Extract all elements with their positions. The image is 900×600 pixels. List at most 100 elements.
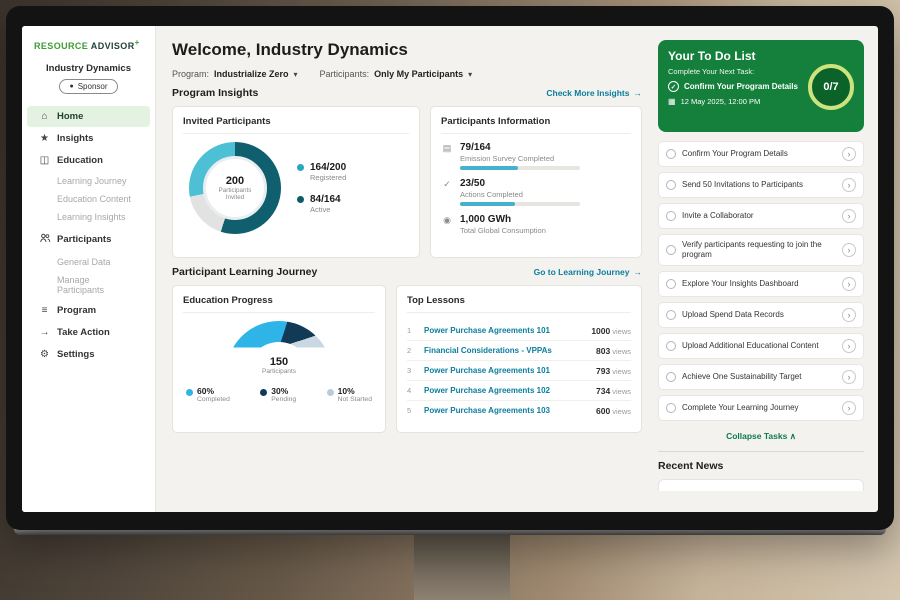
legend-item-completed: 60% Completed <box>186 386 230 403</box>
task-label: Complete Your Learning Journey <box>682 403 799 412</box>
task-item[interactable]: Confirm Your Program Details › <box>658 141 864 167</box>
task-checkbox[interactable] <box>666 279 676 289</box>
todo-due-date: ▦ 12 May 2025, 12:00 PM <box>668 97 854 106</box>
legend-value: 84/164 <box>310 194 341 205</box>
survey-icon: ▤ <box>442 143 452 153</box>
pending-dot-icon <box>260 388 268 396</box>
lesson-row: 1 Power Purchase Agreements 101 1000 view… <box>407 321 631 341</box>
task-item[interactable]: Upload Additional Educational Content › <box>658 333 864 359</box>
program-select[interactable]: Program: Industrialize Zero ▾ <box>172 69 298 79</box>
sidebar-item-general-data[interactable]: General Data <box>57 257 111 267</box>
gauge-center: 150 Participants <box>226 356 332 375</box>
sidebar-item-settings[interactable]: ⚙ Settings <box>27 344 150 365</box>
sidebar-item-participants[interactable]: Participants <box>27 227 150 252</box>
todo-next-task[interactable]: ✓ Confirm Your Program Details <box>668 81 808 92</box>
monitor-stand <box>414 528 510 600</box>
task-item[interactable]: Verify participants requesting to join t… <box>658 234 864 266</box>
task-item[interactable]: Send 50 Invitations to Participants › <box>658 172 864 198</box>
chevron-right-icon[interactable]: › <box>842 339 856 353</box>
sidebar-item-label: Program <box>57 305 97 316</box>
lesson-views: 803 views <box>596 345 631 356</box>
task-checkbox[interactable] <box>666 403 676 413</box>
progress-bar <box>460 166 580 170</box>
main-content: Welcome, Industry Dynamics Program: Indu… <box>156 26 654 512</box>
sidebar-item-home[interactable]: ⌂ Home <box>27 106 150 127</box>
task-item[interactable]: Invite a Collaborator › <box>658 203 864 229</box>
sidebar-item-education[interactable]: ◫ Education <box>27 150 150 171</box>
chevron-right-icon[interactable]: › <box>842 243 856 257</box>
org-name: Industry Dynamics <box>46 63 131 74</box>
lesson-rank: 3 <box>407 366 412 375</box>
sidebar-item-insights[interactable]: ★ Insights <box>27 128 150 149</box>
stat-actions-completed: ✓ 23/50 Actions Completed <box>441 178 631 206</box>
lesson-row: 3 Power Purchase Agreements 101 793 views <box>407 361 631 381</box>
sidebar-item-program[interactable]: ≡ Program <box>27 300 150 321</box>
lesson-link[interactable]: Power Purchase Agreements 102 <box>424 386 550 395</box>
stat-label: Total Global Consumption <box>460 226 546 235</box>
check-more-insights-link[interactable]: Check More Insights → <box>546 88 642 98</box>
task-label: Explore Your Insights Dashboard <box>682 279 799 288</box>
todo-panel: Your To Do List Complete Your Next Task:… <box>654 26 878 512</box>
sponsor-badge[interactable]: ● Sponsor <box>59 79 118 94</box>
monitor-bezel: RESOURCE ADVISOR+ Industry Dynamics ● Sp… <box>6 6 894 530</box>
task-checkbox[interactable] <box>666 310 676 320</box>
todo-title: Your To Do List <box>668 49 756 63</box>
task-checkbox[interactable] <box>666 149 676 159</box>
lesson-link[interactable]: Power Purchase Agreements 101 <box>424 366 550 375</box>
progress-bar-fill <box>460 202 516 206</box>
chevron-right-icon[interactable]: › <box>842 308 856 322</box>
chevron-right-icon[interactable]: › <box>842 147 856 161</box>
sidebar-item-label: Home <box>57 111 84 122</box>
task-item[interactable]: Upload Spend Data Records › <box>658 302 864 328</box>
task-item[interactable]: Explore Your Insights Dashboard › <box>658 271 864 297</box>
sidebar-item-manage-participants[interactable]: Manage Participants <box>57 275 105 295</box>
chevron-right-icon[interactable]: › <box>842 401 856 415</box>
lesson-link[interactable]: Power Purchase Agreements 103 <box>424 406 550 415</box>
gauge-center-label: Participants <box>262 368 296 375</box>
brand-primary: RESOURCE <box>34 41 89 51</box>
learning-cards-row: Education Progress 150 Participants <box>172 285 642 433</box>
chevron-right-icon[interactable]: › <box>842 178 856 192</box>
task-checkbox[interactable] <box>666 211 676 221</box>
stat-emission-survey: ▤ 79/164 Emission Survey Completed <box>441 142 631 170</box>
section-title-learning-journey: Participant Learning Journey <box>172 266 318 278</box>
stat-value: 1,000 GWh <box>460 214 512 225</box>
gauge-legend: 60% Completed 30% Pending 10% Not Starte… <box>183 386 375 403</box>
brand-plus: + <box>134 38 140 47</box>
task-checkbox[interactable] <box>666 245 676 255</box>
brand-secondary: ADVISOR <box>90 41 135 51</box>
participants-select[interactable]: Participants: Only My Participants ▾ <box>320 69 473 79</box>
task-item[interactable]: Complete Your Learning Journey › <box>658 395 864 421</box>
task-checkbox[interactable] <box>666 341 676 351</box>
sidebar-item-learning-journey[interactable]: Learning Journey <box>57 176 127 186</box>
task-label: Achieve One Sustainability Target <box>682 372 802 381</box>
sidebar-item-learning-insights[interactable]: Learning Insights <box>57 212 126 222</box>
task-checkbox[interactable] <box>666 180 676 190</box>
legend-label: Completed <box>197 396 230 403</box>
chevron-right-icon[interactable]: › <box>842 209 856 223</box>
card-title: Education Progress <box>183 295 375 313</box>
legend-label: Registered <box>310 173 347 182</box>
lesson-views: 600 views <box>596 405 631 416</box>
sidebar-item-education-content[interactable]: Education Content <box>57 194 132 204</box>
gear-icon: ⚙ <box>40 349 49 360</box>
collapse-tasks-button[interactable]: Collapse Tasks ∧ <box>658 426 864 444</box>
chevron-right-icon[interactable]: › <box>842 277 856 291</box>
legend-item-pending: 30% Pending <box>260 386 296 403</box>
section-title-program-insights: Program Insights <box>172 87 259 99</box>
lesson-link[interactable]: Power Purchase Agreements 101 <box>424 326 550 335</box>
collapse-tasks-label: Collapse Tasks <box>726 431 788 441</box>
sidebar-item-take-action[interactable]: → Take Action <box>27 322 150 343</box>
task-checkbox[interactable] <box>666 372 676 382</box>
lesson-link[interactable]: Financial Considerations - VPPAs <box>424 346 552 355</box>
go-to-learning-journey-link[interactable]: Go to Learning Journey → <box>534 267 642 277</box>
sidebar: RESOURCE ADVISOR+ Industry Dynamics ● Sp… <box>22 26 156 512</box>
arrow-right-icon: → <box>633 267 643 277</box>
card-title: Invited Participants <box>183 116 409 134</box>
sponsor-icon: ● <box>69 83 74 90</box>
chevron-right-icon[interactable]: › <box>842 370 856 384</box>
participants-icon <box>39 232 51 247</box>
donut-center-label: Participants Invited <box>218 186 252 201</box>
stat-value: 23/50 <box>460 178 486 189</box>
task-item[interactable]: Achieve One Sustainability Target › <box>658 364 864 390</box>
